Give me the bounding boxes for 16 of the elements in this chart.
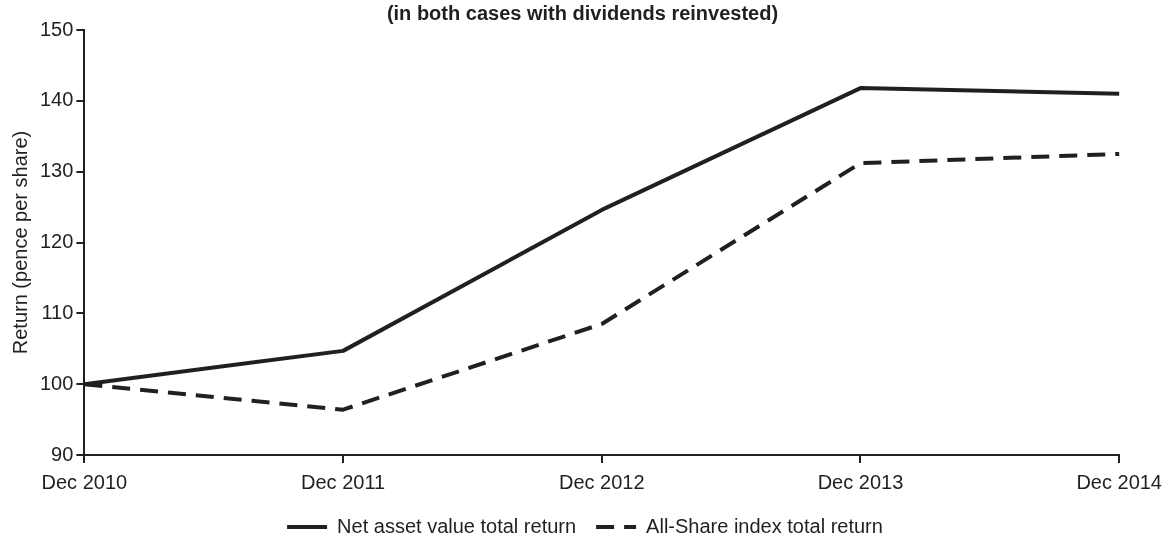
y-axis-title: Return (pence per share) bbox=[8, 130, 31, 355]
x-tick-label: Dec 2013 bbox=[817, 470, 904, 493]
x-tick-label: Dec 2010 bbox=[41, 470, 128, 493]
x-tick-label: Dec 2012 bbox=[558, 470, 645, 493]
y-tick-label: 100 bbox=[39, 371, 74, 394]
x-tick-label: Dec 2014 bbox=[1076, 470, 1162, 493]
y-tick-label: 130 bbox=[39, 159, 74, 182]
y-tick-label: 110 bbox=[41, 300, 74, 323]
chart-title: (in both cases with dividends reinvested) bbox=[386, 1, 779, 24]
y-tick-label: 90 bbox=[51, 442, 74, 465]
y-tick-label: 140 bbox=[39, 88, 74, 111]
y-tick-label: 120 bbox=[39, 230, 74, 253]
legend-label: All-Share index total return bbox=[646, 514, 883, 537]
legend-label: Net asset value total return bbox=[337, 514, 577, 537]
x-tick-label: Dec 2011 bbox=[301, 470, 386, 493]
y-tick-label: 150 bbox=[39, 17, 74, 40]
